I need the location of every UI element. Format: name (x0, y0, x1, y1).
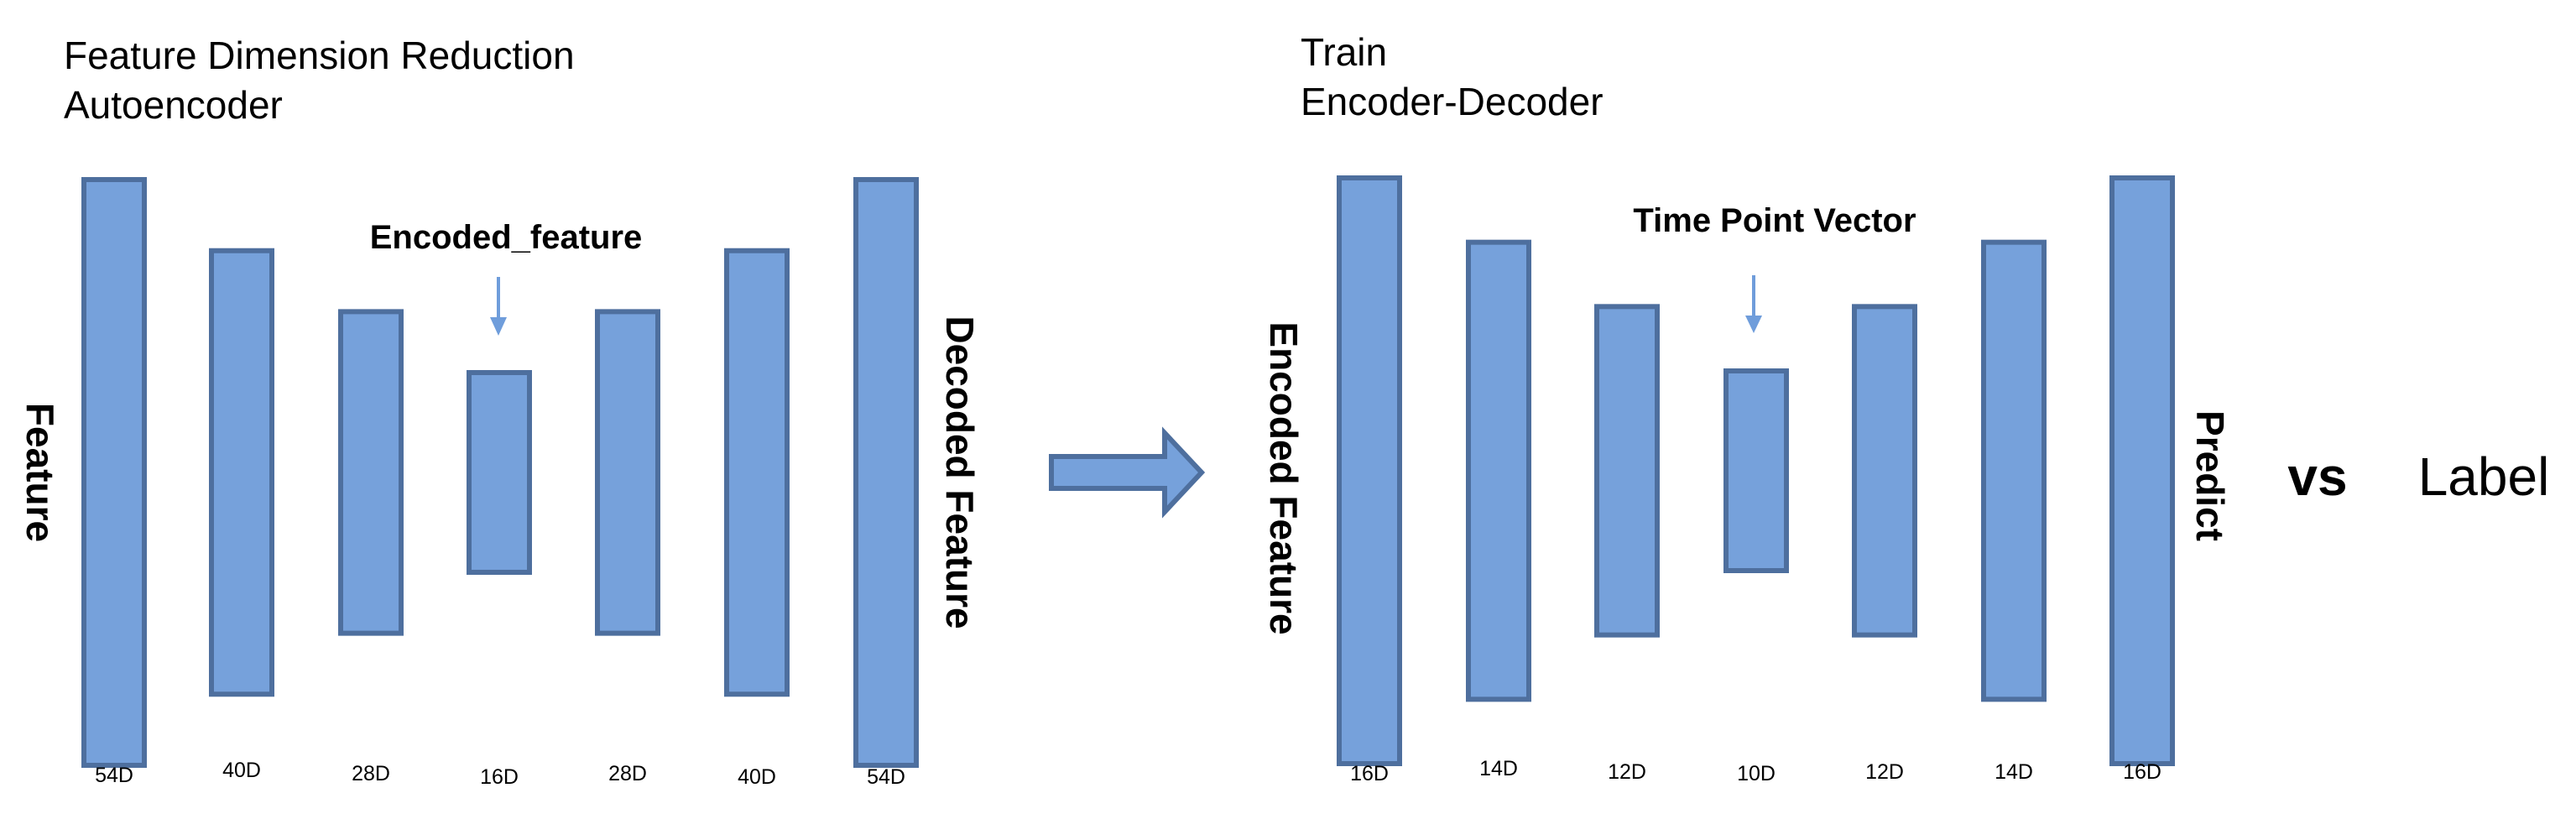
decoded-feature-label: Decoded Feature (938, 316, 982, 629)
ed-layer-2 (1466, 239, 1531, 702)
encoded-feature-label: Encoded_feature (370, 219, 643, 256)
autoencoder-layers: 54D 40D 28D 16D 28D 40D 54D (81, 177, 919, 789)
ed-layer-3 (1594, 304, 1660, 638)
ed-layer-7 (2109, 175, 2175, 766)
ed-layer-2-dim-label: 14D (1479, 757, 1518, 780)
ae-layer-5-dim-label: 28D (608, 762, 647, 785)
ae-layer-7 (853, 177, 919, 768)
ae-layer-6-dim-label: 40D (738, 765, 776, 789)
feature-input-label: Feature (18, 403, 62, 542)
ae-layer-1 (81, 177, 147, 768)
ed-layer-6-dim-label: 14D (1995, 760, 2033, 784)
encoded-feature-input-label: Encoded Feature (1262, 321, 1306, 634)
time-point-vector-label: Time Point Vector (1633, 202, 1916, 239)
ae-layer-3-dim-label: 28D (352, 762, 390, 785)
ed-layer-6 (1981, 239, 2047, 702)
ae-layer-4 (467, 370, 532, 575)
encdec-title-line1: Train (1301, 30, 1387, 74)
ed-layer-7-dim-label: 16D (2123, 760, 2161, 784)
time-point-vector-pointer-icon (1745, 275, 1762, 333)
autoencoder-title-line2: Autoencoder (64, 83, 283, 127)
ed-layer-4-dim-label: 10D (1737, 762, 1776, 785)
ed-layer-4 (1723, 368, 1789, 573)
vs-label: vs (2287, 446, 2347, 507)
ed-layer-3-dim-label: 12D (1608, 760, 1646, 784)
ae-layer-6 (724, 248, 790, 697)
ae-layer-1-dim-label: 54D (95, 764, 133, 787)
ed-layer-5 (1852, 304, 1917, 638)
ae-layer-5 (595, 309, 660, 636)
transition-arrow-icon (1049, 426, 1206, 519)
ae-layer-2 (209, 248, 274, 697)
ed-layer-5-dim-label: 12D (1865, 760, 1904, 784)
ae-layer-2-dim-label: 40D (222, 759, 261, 782)
predict-label: Predict (2188, 410, 2232, 541)
ae-layer-3 (338, 309, 404, 636)
label-text: Label (2418, 446, 2550, 507)
ed-layer-1 (1337, 175, 1402, 766)
encoded-feature-pointer-icon (490, 277, 507, 336)
ae-layer-4-dim-label: 16D (480, 765, 519, 789)
ae-layer-7-dim-label: 54D (867, 765, 905, 789)
encdec-title-line2: Encoder-Decoder (1301, 80, 1603, 123)
autoencoder-title-line1: Feature Dimension Reduction (64, 34, 575, 77)
ed-layer-1-dim-label: 16D (1350, 762, 1389, 785)
encoder-decoder-layers: 16D 14D 12D 10D 12D 14D 16D (1337, 175, 2175, 785)
